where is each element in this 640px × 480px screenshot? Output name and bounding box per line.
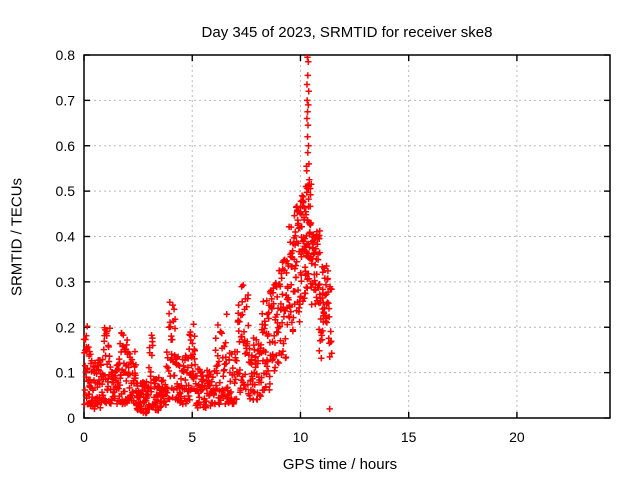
x-axis-label: GPS time / hours bbox=[282, 456, 398, 473]
y-tick-label: 0.6 bbox=[56, 138, 76, 154]
chart-title: Day 345 of 2023, SRMTID for receiver ske… bbox=[201, 24, 493, 41]
y-tick-label: 0.8 bbox=[56, 47, 76, 63]
x-tick-label: 5 bbox=[188, 429, 196, 445]
y-tick-label: 0 bbox=[67, 410, 75, 426]
y-tick-label: 0.1 bbox=[56, 365, 76, 381]
x-tick-label: 20 bbox=[509, 429, 525, 445]
y-tick-label: 0.5 bbox=[56, 183, 76, 199]
y-tick-label: 0.2 bbox=[56, 319, 76, 335]
x-tick-label: 0 bbox=[80, 429, 88, 445]
y-tick-label: 0.7 bbox=[56, 92, 76, 108]
data-points-srmtid bbox=[80, 54, 335, 417]
y-tick-label: 0.3 bbox=[56, 274, 76, 290]
y-tick-label: 0.4 bbox=[56, 229, 76, 245]
x-tick-label: 10 bbox=[293, 429, 309, 445]
plot-frame bbox=[83, 54, 611, 419]
x-tick-label: 15 bbox=[401, 429, 417, 445]
